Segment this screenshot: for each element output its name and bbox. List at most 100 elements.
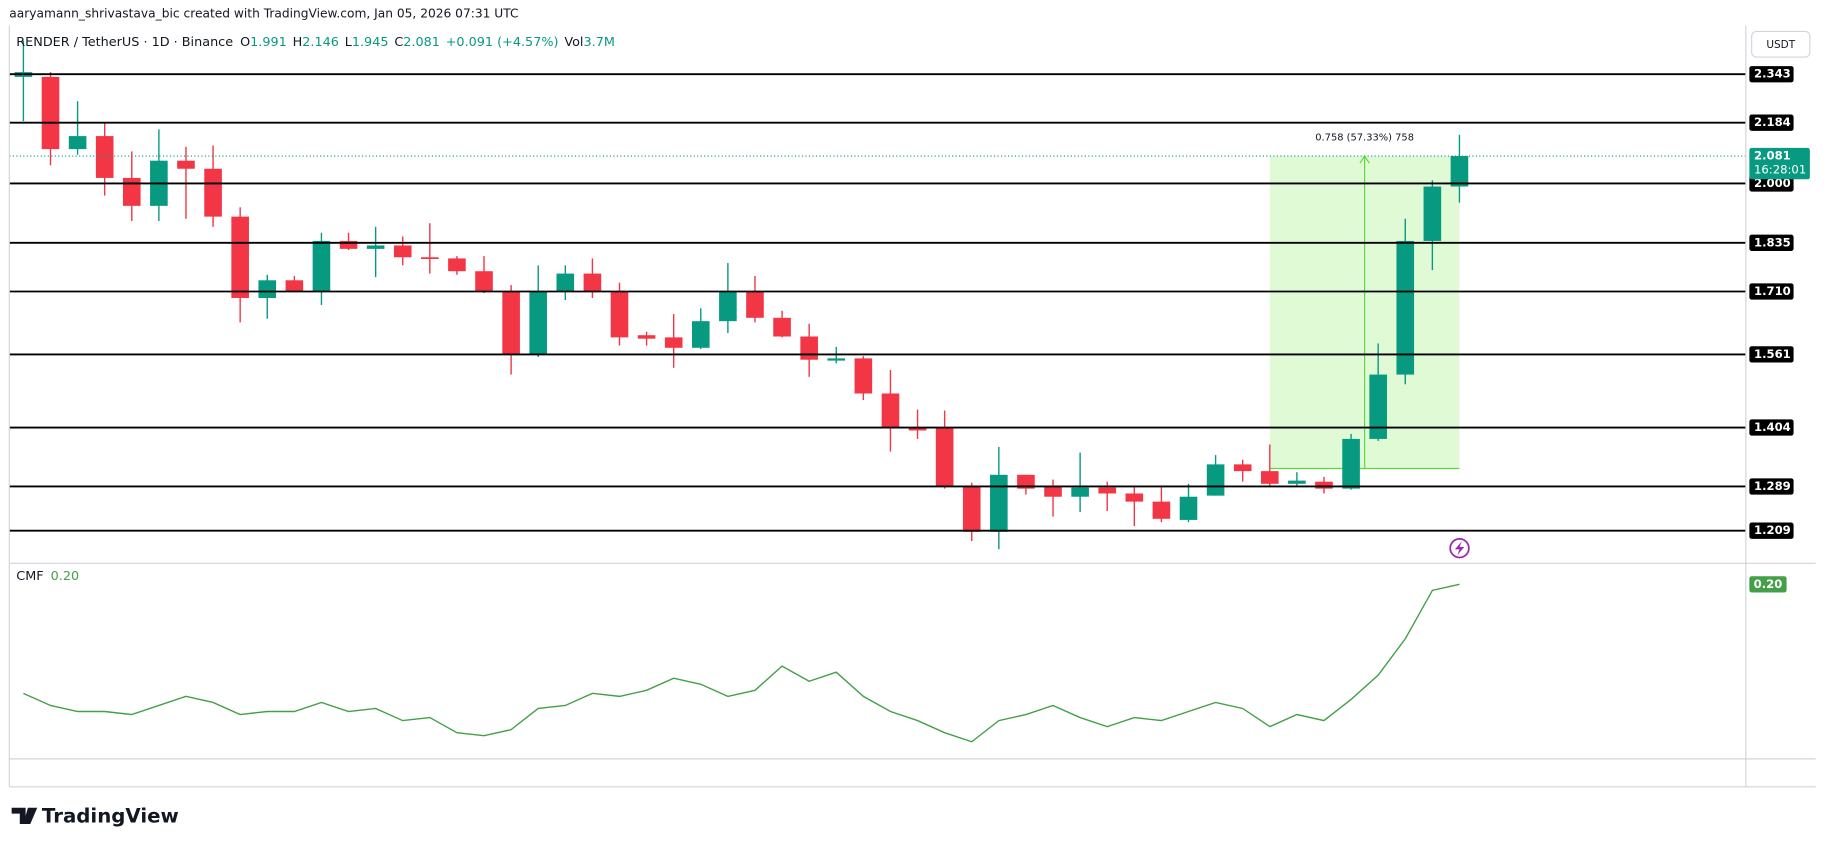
candle-body [800,336,818,360]
candle-body [881,393,900,429]
currency[interactable]: USDT [1766,39,1795,51]
candle-body [177,160,195,169]
candle-body [908,428,927,431]
level-badge [1749,283,1794,300]
candle-body [746,291,764,318]
close-value: 2.081 [403,34,440,49]
event-bolt [1454,541,1465,556]
candle-body [1369,374,1387,439]
level-label: 2.000 [1754,176,1791,190]
candle-body [448,258,466,272]
symbol: RENDER / TetherUS · 1D · Binance [16,34,233,49]
candle-body [962,486,981,532]
candle-body [122,177,141,206]
candle-body [1152,501,1171,519]
level-badge [1749,114,1794,131]
indicator-name: CMF [16,569,43,584]
currency-box[interactable] [1751,30,1811,58]
candle-body [475,271,493,292]
brand-logo [11,807,38,825]
indicator-value: 0.20 [51,569,79,584]
candle-body [1125,493,1144,502]
level-label: 1.710 [1754,284,1791,298]
volume-label: Vol [564,34,583,49]
candle-body [1315,481,1333,489]
candle-body [339,240,358,249]
level-label: 1.561 [1754,347,1791,361]
low-value: 1.945 [352,34,389,49]
level-badge [1749,66,1794,83]
candle-body [285,280,304,292]
volume: 3.7M [583,34,614,49]
candle-body [1179,496,1198,520]
candle-body [502,291,520,355]
level-label: 2.184 [1754,115,1791,129]
candle-body [664,337,683,348]
candle-body [827,358,846,361]
level-label: 1.289 [1754,479,1791,493]
candle-body [935,428,954,487]
countdown: 16:28:01 [1754,162,1806,176]
candle-body [691,321,710,348]
indicator-legend: CMF 0.20 [16,569,79,584]
candle-body [529,291,548,355]
candle-body [1396,240,1415,375]
level-badge [1749,234,1794,251]
candle-body [637,335,656,339]
level-badge [1749,478,1794,495]
last-price-badge [1749,147,1810,180]
candle-body [990,474,1008,532]
candle-body [204,168,222,217]
candle-body [68,136,87,150]
indicator-badge-label: 0.20 [1754,577,1783,591]
brand: TradingView [42,805,179,828]
candle-body [1233,464,1252,472]
change: +0.091 (+4.57%) [446,34,559,49]
level-label: 1.209 [1754,523,1791,537]
candle-body [231,216,249,298]
ohlc-label: O [240,34,250,49]
candle-body [773,317,791,337]
level-label: 1.835 [1754,235,1791,249]
candle-body [583,273,602,292]
measure-label: 0.758 (57.33%) 758 [1315,132,1414,143]
candle-body [1288,480,1306,484]
ohlc-label: L [345,34,353,49]
candle-body [556,273,575,292]
candle-body [854,358,873,394]
ohlc-label: C [394,34,403,49]
level-badge [1749,522,1794,539]
candle-body [1260,471,1279,484]
candle-body [1342,438,1360,489]
candle-body [95,136,114,178]
candle-body [258,280,277,298]
open-value: 1.991 [250,34,287,49]
high-value: 2.146 [302,34,339,49]
candle-body [366,245,385,249]
ohlc-label: H [293,34,303,49]
overlays: 0.20 2.343 2.184 2.000 1.835 1.710 1.561 1.404 1… [9,66,1810,593]
candle-body [1044,486,1062,497]
candle-body [1450,156,1469,187]
candle-body [610,291,629,338]
candle-body [421,257,439,260]
candle-body [41,76,60,150]
level-badge [1749,175,1794,192]
level-badge [1749,419,1794,436]
candle-body [1071,487,1089,497]
caption: aaryamann_shrivastava_bic created with T… [9,6,518,20]
last-price-label: 2.081 [1754,149,1791,163]
level-label: 2.343 [1754,67,1791,81]
candle-body [1017,474,1035,489]
candle-body [393,245,412,258]
cmf-line [23,583,1460,743]
candle-body [1098,487,1117,494]
level-badge [1749,346,1794,363]
candle-body [719,291,737,322]
candle-body [1206,464,1225,496]
level-label: 1.404 [1754,420,1791,434]
indicator-badge [1749,576,1787,593]
